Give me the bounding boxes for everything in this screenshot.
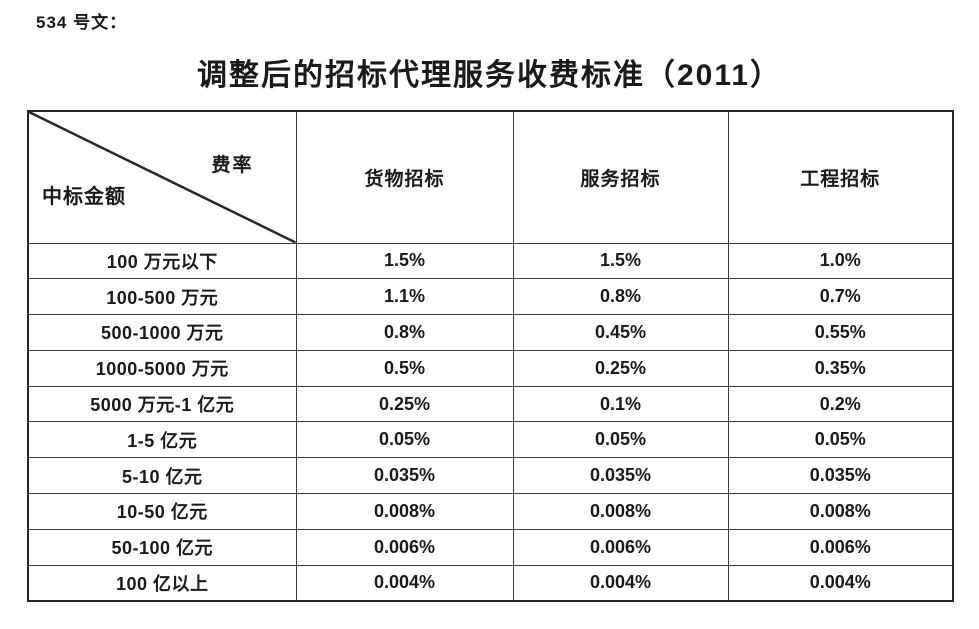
column-header-engineering: 工程招标 (727, 110, 954, 244)
table-row: 100 万元以下 1.5% 1.5% 1.0% (27, 242, 954, 280)
rate-cell: 1.0% (727, 242, 954, 280)
fee-table: 费率 中标金额 货物招标 服务招标 工程招标 100 万元以下 1.5% 1.5… (27, 110, 954, 602)
table-row: 1-5 亿元 0.05% 0.05% 0.05% (27, 421, 954, 459)
table-row: 500-1000 万元 0.8% 0.45% 0.55% (27, 314, 954, 351)
amount-cell: 5-10 亿元 (27, 457, 297, 495)
column-header-goods: 货物招标 (295, 110, 514, 244)
rate-cell: 0.25% (512, 349, 729, 387)
rate-cell: 0.006% (512, 528, 729, 566)
rate-cell: 0.006% (295, 528, 514, 566)
rate-cell: 0.25% (295, 385, 514, 423)
rate-cell: 0.004% (295, 564, 514, 602)
column-header-services: 服务招标 (512, 110, 729, 244)
rate-cell: 0.8% (512, 278, 729, 316)
table-row: 5000 万元-1 亿元 0.25% 0.1% 0.2% (27, 385, 954, 423)
table-row: 50-100 亿元 0.006% 0.006% 0.006% (27, 528, 954, 566)
rate-cell: 0.05% (512, 421, 729, 459)
table-row: 100 亿以上 0.004% 0.004% 0.004% (27, 564, 954, 602)
rate-cell: 0.2% (727, 385, 954, 423)
rate-cell: 0.55% (727, 314, 954, 351)
rate-cell: 0.035% (512, 457, 729, 495)
rate-cell: 0.45% (512, 314, 729, 351)
rate-cell: 0.05% (295, 421, 514, 459)
table-header-row: 费率 中标金额 货物招标 服务招标 工程招标 (27, 110, 954, 244)
amount-cell: 1000-5000 万元 (27, 349, 297, 387)
amount-cell: 50-100 亿元 (27, 528, 297, 566)
rate-cell: 0.8% (295, 314, 514, 351)
rate-cell: 1.1% (295, 278, 514, 316)
table-row: 10-50 亿元 0.008% 0.008% 0.008% (27, 493, 954, 530)
corner-label-rate: 费率 (211, 155, 254, 176)
rate-cell: 0.006% (727, 528, 954, 566)
rate-cell: 0.008% (512, 493, 729, 530)
rate-cell: 1.5% (512, 242, 729, 280)
rate-cell: 1.5% (295, 242, 514, 280)
doc-number: 534 号文： (36, 13, 128, 32)
amount-cell: 10-50 亿元 (27, 493, 297, 530)
table-row: 1000-5000 万元 0.5% 0.25% 0.35% (27, 349, 954, 387)
table-row: 100-500 万元 1.1% 0.8% 0.7% (27, 278, 954, 316)
amount-cell: 1-5 亿元 (27, 421, 297, 459)
rate-cell: 0.004% (512, 564, 729, 602)
rate-cell: 0.035% (295, 457, 514, 495)
amount-cell: 100 万元以下 (27, 242, 297, 280)
rate-cell: 0.05% (727, 421, 954, 459)
rate-cell: 0.1% (512, 385, 729, 423)
amount-cell: 100 亿以上 (27, 564, 297, 602)
rate-cell: 0.008% (295, 493, 514, 530)
corner-label-amount: 中标金额 (42, 186, 126, 208)
rate-cell: 0.5% (295, 349, 514, 387)
rate-cell: 0.7% (727, 278, 954, 316)
page-title: 调整后的招标代理服务收费标准（2011） (196, 59, 783, 92)
corner-cell: 费率 中标金额 (27, 110, 297, 244)
rate-cell: 0.008% (727, 493, 954, 530)
diagonal-line (29, 112, 296, 243)
rate-cell: 0.035% (727, 457, 954, 495)
rate-cell: 0.004% (727, 564, 954, 602)
amount-cell: 5000 万元-1 亿元 (27, 385, 297, 423)
rate-cell: 0.35% (727, 349, 954, 387)
table-row: 5-10 亿元 0.035% 0.035% 0.035% (27, 457, 954, 495)
amount-cell: 100-500 万元 (27, 278, 297, 316)
amount-cell: 500-1000 万元 (27, 314, 297, 351)
